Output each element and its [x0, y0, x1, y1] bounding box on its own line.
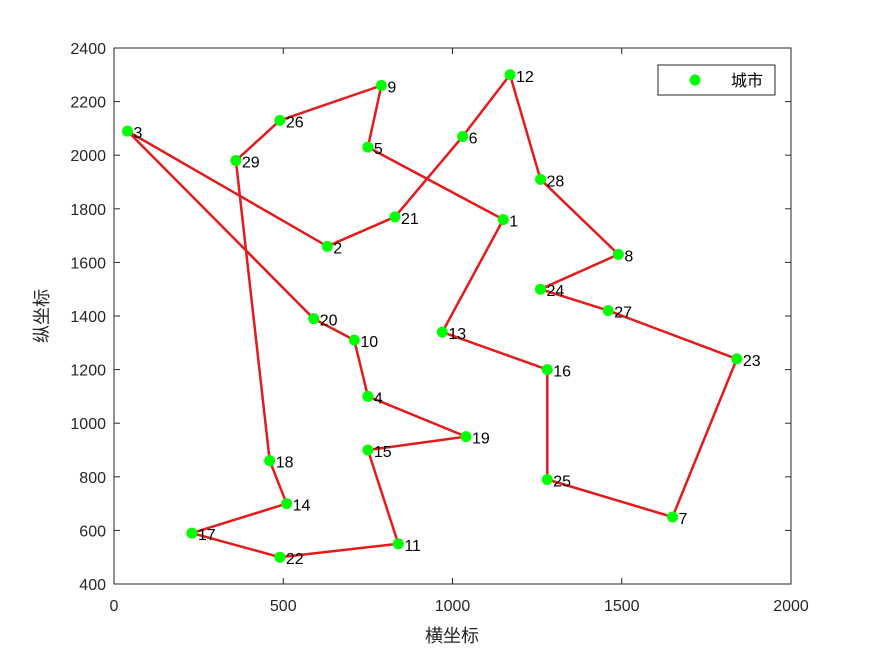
city-label-18: 18	[276, 455, 294, 472]
y-tick-label: 2000	[70, 148, 106, 165]
route-line	[126, 73, 739, 559]
city-point-27	[602, 305, 614, 317]
city-point-24	[535, 283, 547, 295]
city-label-11: 11	[404, 538, 421, 555]
ticks-layer: 0 500 1000 1500 2000 400 600 800 1000 1200 1400 160…	[70, 41, 808, 615]
y-tick-label: 400	[79, 577, 106, 594]
city-label-23: 23	[743, 353, 761, 370]
city-label-1: 1	[509, 214, 518, 231]
city-label-10: 10	[360, 334, 378, 351]
city-label-5: 5	[374, 141, 383, 158]
x-tick-label: 500	[270, 598, 297, 615]
city-label-20: 20	[320, 313, 338, 330]
city-point-21	[389, 211, 401, 223]
y-tick-label: 1200	[70, 363, 106, 380]
city-point-16	[541, 364, 553, 376]
city-label-15: 15	[374, 444, 392, 461]
city-point-22	[274, 551, 286, 563]
y-tick-label: 1000	[70, 416, 106, 433]
city-point-3	[122, 125, 134, 137]
y-tick-label: 2200	[70, 95, 106, 112]
city-label-24: 24	[547, 283, 565, 300]
y-tick-label: 800	[79, 470, 106, 487]
city-point-5	[362, 141, 374, 153]
legend: 城市	[657, 64, 776, 96]
city-label-9: 9	[387, 80, 396, 97]
city-label-19: 19	[472, 431, 490, 448]
x-tick-label: 0	[110, 598, 119, 615]
city-point-15	[362, 444, 374, 456]
city-point-20	[308, 313, 320, 325]
city-point-28	[535, 173, 547, 185]
city-label-12: 12	[516, 69, 534, 86]
city-point-2	[321, 240, 333, 252]
city-point-17	[186, 527, 198, 539]
city-label-25: 25	[553, 473, 571, 490]
city-label-28: 28	[547, 173, 565, 190]
city-label-14: 14	[293, 498, 311, 515]
city-point-9	[375, 80, 387, 92]
city-point-26	[274, 114, 286, 126]
point-labels-layer: 1234567891011121314151617181920212223242…	[134, 69, 761, 568]
city-label-26: 26	[286, 114, 304, 131]
city-point-23	[731, 353, 743, 365]
city-point-25	[541, 473, 553, 485]
y-tick-label: 1600	[70, 255, 106, 272]
y-axis-title: 纵坐标	[32, 289, 53, 343]
y-tick-label: 600	[79, 523, 106, 540]
city-point-14	[281, 498, 293, 510]
legend-entry-cities: 城市	[731, 71, 763, 90]
x-axis-title: 横坐标	[425, 626, 479, 647]
city-label-17: 17	[198, 527, 216, 544]
city-point-18	[264, 455, 276, 467]
city-point-8	[612, 248, 624, 260]
plot-area	[113, 47, 792, 585]
route-layer	[126, 73, 739, 559]
legend-marker	[689, 74, 701, 86]
city-point-10	[348, 334, 360, 346]
city-point-11	[392, 538, 404, 550]
city-point-19	[460, 431, 472, 443]
city-label-3: 3	[134, 125, 143, 142]
x-tick-label: 1500	[604, 598, 640, 615]
city-label-27: 27	[614, 305, 632, 322]
city-label-29: 29	[242, 155, 260, 172]
points-layer	[122, 69, 743, 563]
city-point-12	[504, 69, 516, 81]
city-point-13	[436, 326, 448, 338]
city-label-16: 16	[553, 364, 571, 381]
city-label-6: 6	[469, 130, 478, 147]
x-tick-label: 1000	[435, 598, 471, 615]
y-tick-label: 2400	[70, 41, 106, 58]
city-point-6	[457, 130, 469, 142]
city-label-7: 7	[679, 511, 688, 528]
city-label-22: 22	[286, 551, 304, 568]
city-label-13: 13	[448, 326, 466, 343]
city-label-21: 21	[401, 211, 419, 228]
city-label-2: 2	[333, 240, 342, 257]
legend-box	[657, 64, 776, 96]
city-label-4: 4	[374, 390, 383, 407]
city-point-4	[362, 390, 374, 402]
y-tick-label: 1400	[70, 309, 106, 326]
city-point-1	[497, 214, 509, 226]
x-tick-label: 2000	[773, 598, 809, 615]
city-point-7	[667, 511, 679, 523]
city-point-29	[230, 155, 242, 167]
y-tick-label: 1800	[70, 202, 106, 219]
city-label-8: 8	[624, 248, 633, 265]
